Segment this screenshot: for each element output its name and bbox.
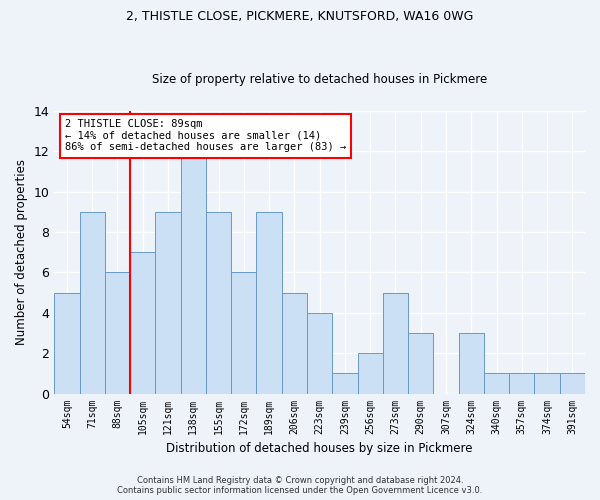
Bar	[408, 333, 433, 394]
Title: Size of property relative to detached houses in Pickmere: Size of property relative to detached ho…	[152, 73, 487, 86]
Bar	[206, 212, 231, 394]
Bar	[484, 374, 509, 394]
Bar	[155, 212, 181, 394]
Bar	[282, 292, 307, 394]
Bar	[80, 212, 105, 394]
Bar	[307, 313, 332, 394]
Bar	[535, 374, 560, 394]
Bar	[130, 252, 155, 394]
Bar	[458, 333, 484, 394]
X-axis label: Distribution of detached houses by size in Pickmere: Distribution of detached houses by size …	[166, 442, 473, 455]
Bar	[54, 292, 80, 394]
Bar	[105, 272, 130, 394]
Bar	[509, 374, 535, 394]
Text: 2, THISTLE CLOSE, PICKMERE, KNUTSFORD, WA16 0WG: 2, THISTLE CLOSE, PICKMERE, KNUTSFORD, W…	[127, 10, 473, 23]
Text: Contains HM Land Registry data © Crown copyright and database right 2024.
Contai: Contains HM Land Registry data © Crown c…	[118, 476, 482, 495]
Bar	[181, 151, 206, 394]
Bar	[560, 374, 585, 394]
Text: 2 THISTLE CLOSE: 89sqm
← 14% of detached houses are smaller (14)
86% of semi-det: 2 THISTLE CLOSE: 89sqm ← 14% of detached…	[65, 120, 346, 152]
Bar	[332, 374, 358, 394]
Y-axis label: Number of detached properties: Number of detached properties	[15, 159, 28, 345]
Bar	[231, 272, 256, 394]
Bar	[383, 292, 408, 394]
Bar	[358, 353, 383, 394]
Bar	[256, 212, 282, 394]
